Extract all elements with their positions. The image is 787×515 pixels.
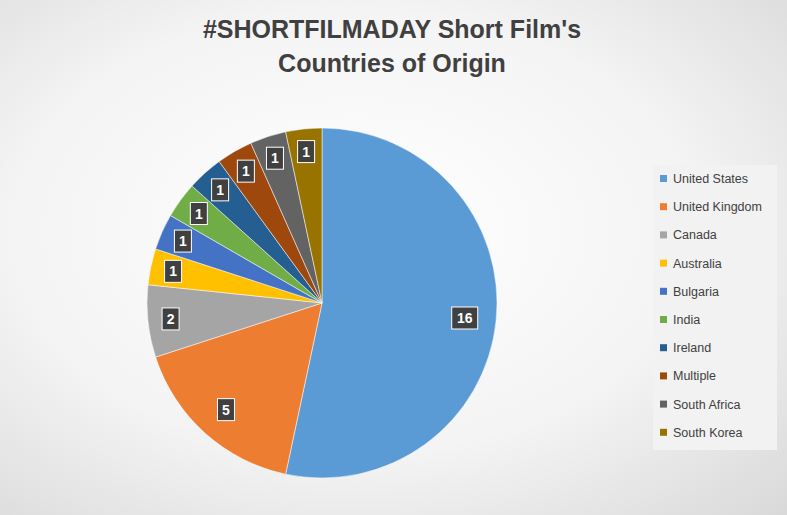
data-label: 16 (457, 310, 473, 326)
legend: United States United Kingdom Canada Austral… (653, 165, 777, 450)
legend-swatch (660, 316, 667, 323)
legend-label: Australia (673, 257, 722, 271)
data-label-box (452, 307, 478, 329)
data-label-box (298, 141, 315, 163)
data-label: 1 (242, 163, 250, 179)
chart-area: #SHORTFILMADAY Short Film's Countries of… (0, 0, 787, 515)
legend-swatch (660, 260, 667, 267)
data-label: 1 (302, 144, 310, 160)
legend-swatch (660, 401, 667, 408)
data-label: 5 (222, 402, 230, 418)
legend-label: South Africa (673, 398, 740, 412)
data-label-box (237, 160, 254, 182)
legend-box (653, 165, 777, 450)
legend-label: Ireland (673, 341, 711, 355)
slices (147, 128, 497, 478)
legend-swatch (660, 231, 667, 238)
legend-label: South Korea (673, 426, 743, 440)
data-label: 1 (195, 206, 203, 222)
chart-svg: 16521111111United StatesUnited KingdomCa… (0, 0, 787, 515)
data-labels: 16521111111 (162, 141, 478, 421)
chart-title: #SHORTFILMADAY Short Film's Countries of… (177, 12, 607, 80)
data-label: 1 (271, 150, 279, 166)
pie-slice (286, 128, 322, 303)
legend-label: Bulgaria (673, 285, 719, 299)
legend-swatch (660, 203, 667, 210)
data-label-box (174, 230, 191, 252)
data-label: 1 (216, 182, 224, 198)
data-label-box (217, 399, 234, 421)
data-label-box (165, 260, 182, 282)
data-label: 1 (179, 233, 187, 249)
data-label-box (266, 147, 283, 169)
data-label: 1 (169, 263, 177, 279)
legend-swatch (660, 288, 667, 295)
legend-swatch (660, 372, 667, 379)
legend-label: Canada (673, 228, 717, 242)
data-label-box (162, 308, 179, 330)
data-label-box (212, 179, 229, 201)
legend-label: India (673, 313, 700, 327)
data-label: 2 (167, 311, 175, 327)
data-label-box (190, 203, 207, 225)
legend-label: Multiple (673, 369, 716, 383)
legend-label: United Kingdom (673, 200, 762, 214)
legend-swatch (660, 344, 667, 351)
legend-label: United States (673, 172, 748, 186)
legend-swatch (660, 175, 667, 182)
legend-swatch (660, 429, 667, 436)
